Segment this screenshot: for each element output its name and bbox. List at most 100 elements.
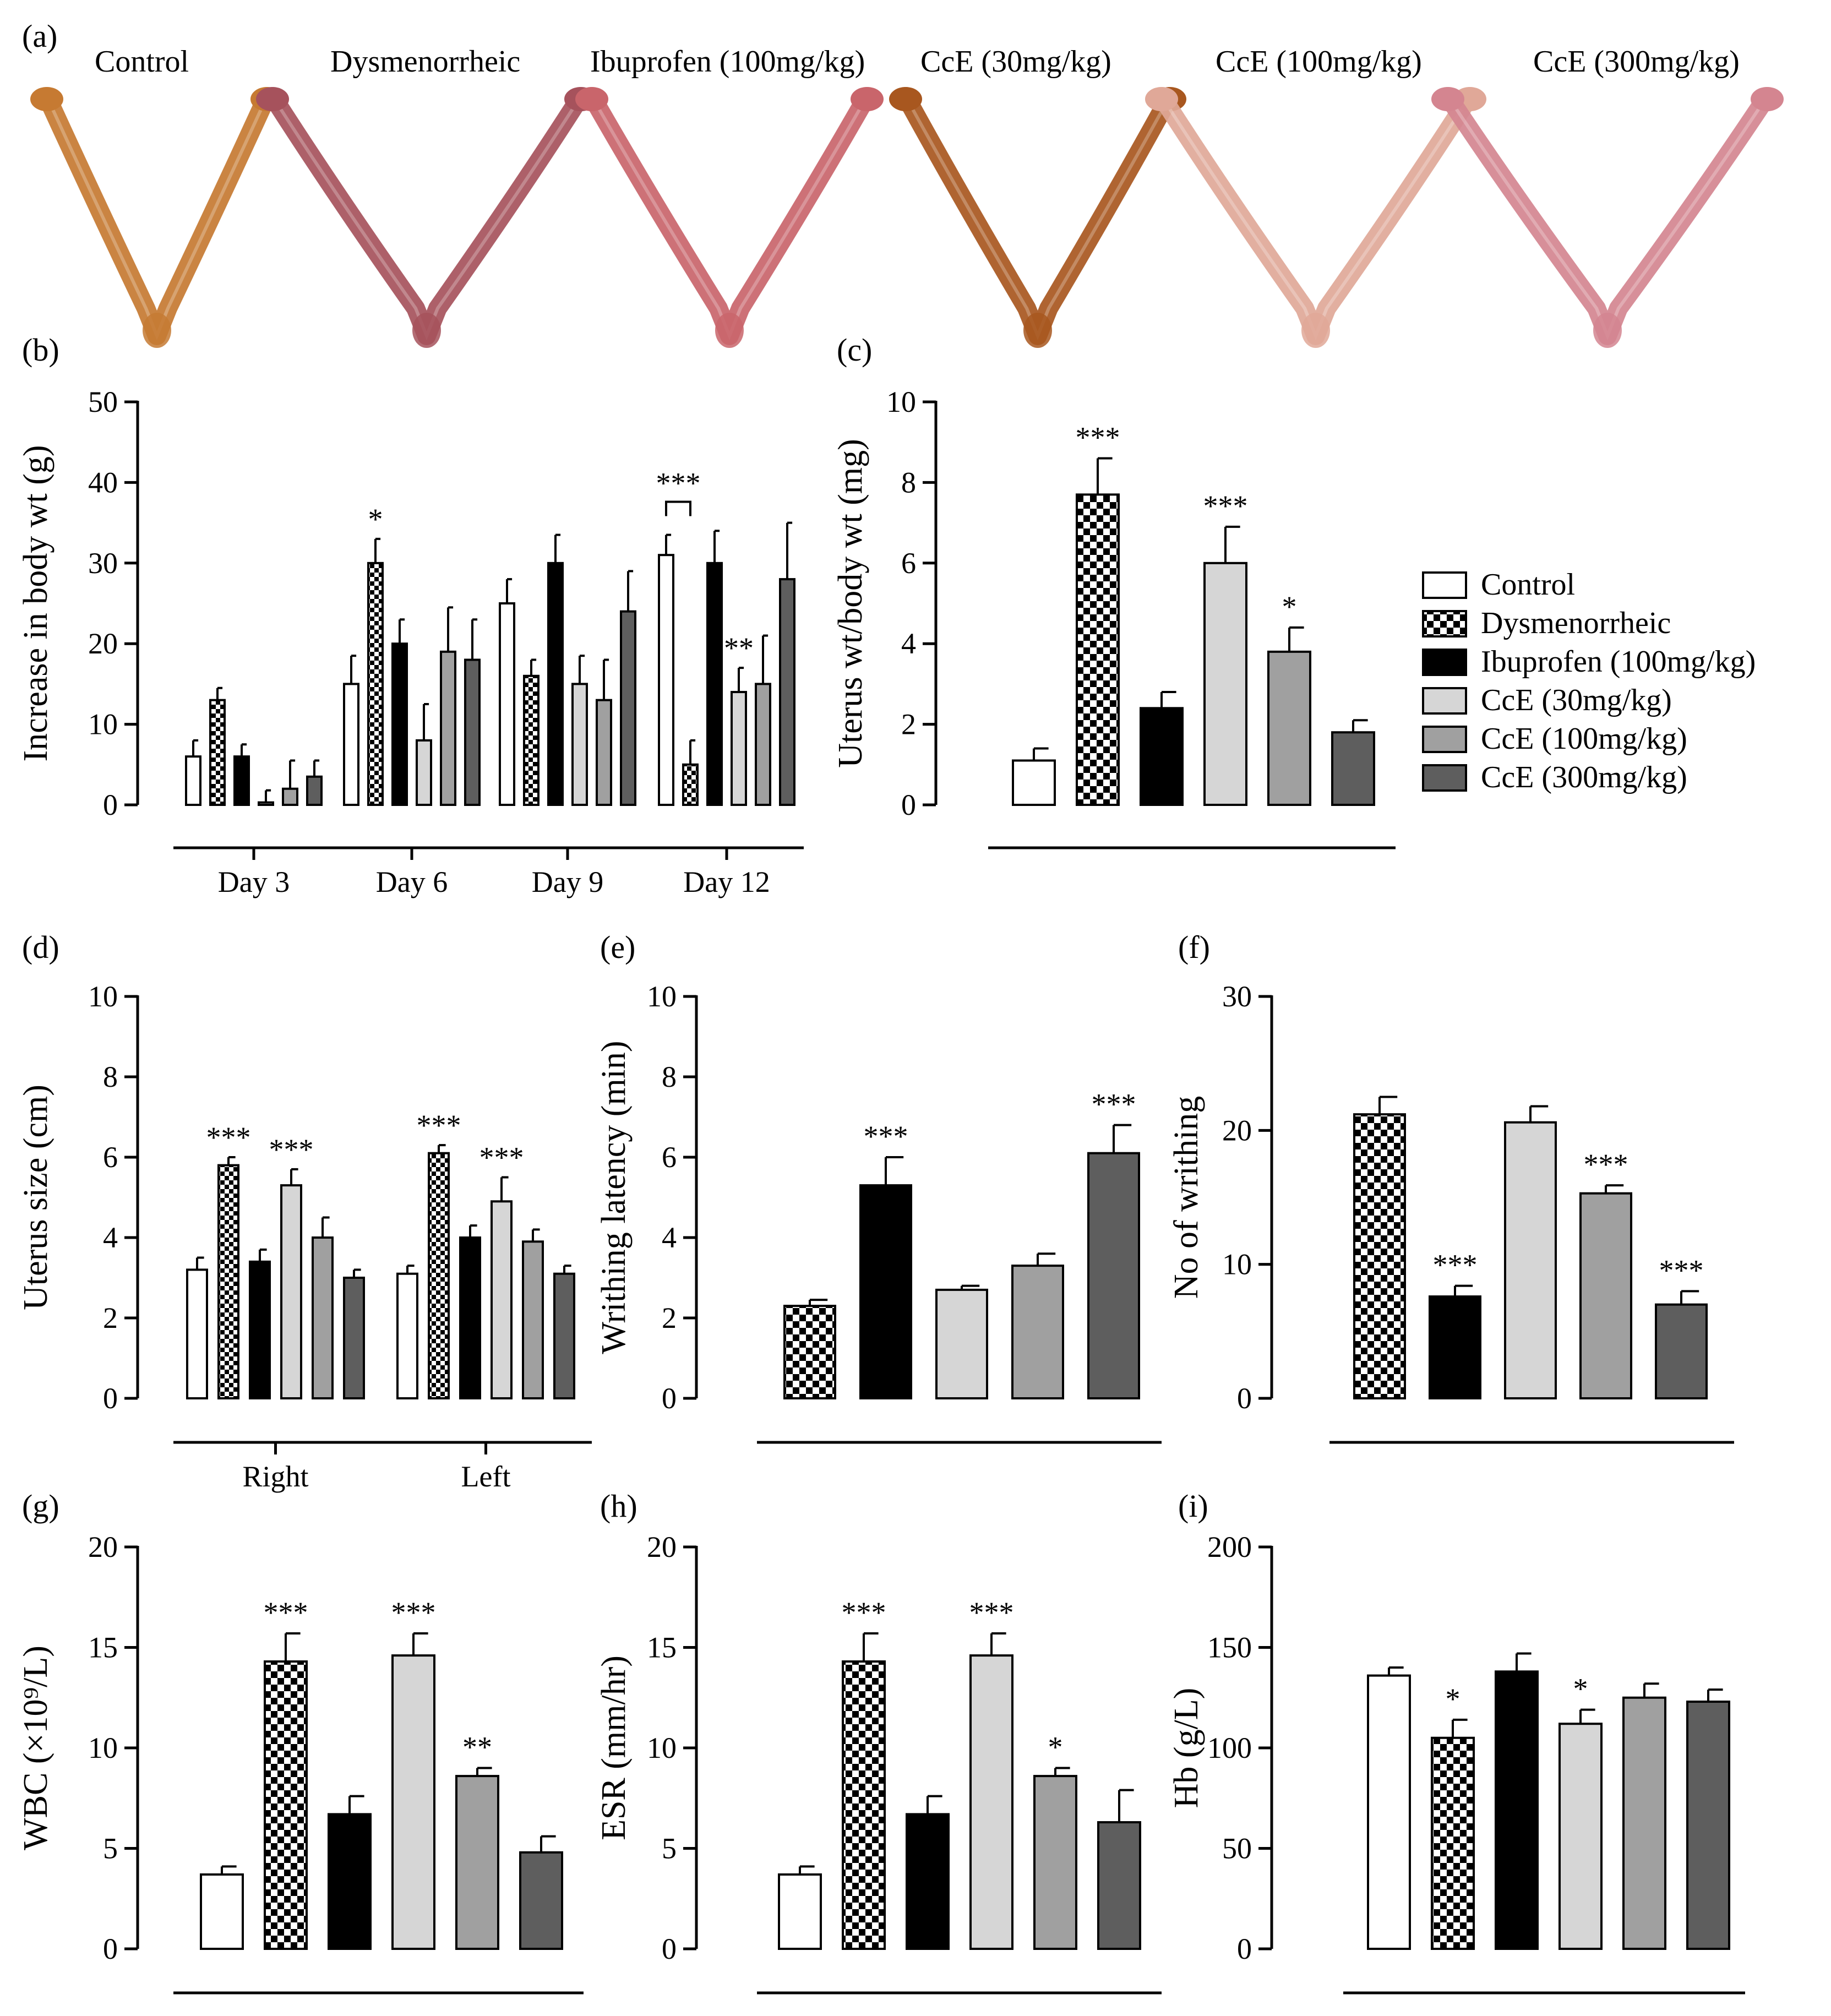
y-tick-label: 40 xyxy=(88,466,118,499)
bar-g0-s3 xyxy=(280,1184,302,1400)
y-tick-label: 15 xyxy=(647,1631,677,1664)
bar-g0-s5 xyxy=(306,775,323,807)
bar-g0-s0 xyxy=(186,1268,208,1399)
bar-0 xyxy=(778,1873,822,1950)
significance-star: *** xyxy=(1584,1148,1628,1181)
y-tick-label: 5 xyxy=(662,1832,677,1865)
y-tick-label: 4 xyxy=(662,1221,677,1254)
panel-letter-h: (h) xyxy=(600,1488,637,1524)
panel-letter-f: (f) xyxy=(1178,929,1210,965)
y-tick-label: 30 xyxy=(1222,980,1252,1013)
bar-0 xyxy=(1367,1674,1411,1950)
bar-2 xyxy=(1140,707,1184,806)
ovary-left xyxy=(1145,87,1178,111)
panel-letter-b: (b) xyxy=(22,332,59,368)
y-tick-label: 20 xyxy=(88,1530,118,1563)
uterus-cervix xyxy=(412,313,441,348)
y-tick-label: 10 xyxy=(886,385,916,418)
ovary-left xyxy=(30,87,63,111)
y-tick-label: 0 xyxy=(103,1382,118,1415)
x-tick-label: Left xyxy=(461,1460,511,1493)
significance-star: *** xyxy=(1076,421,1120,454)
y-axis-label: Writhing latency (min) xyxy=(595,1040,633,1354)
legend-swatch-5 xyxy=(1422,764,1467,792)
legend-swatch-4 xyxy=(1422,726,1467,753)
significance-star: * xyxy=(1446,1682,1461,1715)
significance-star: *** xyxy=(479,1141,524,1174)
panel-letter-a: (a) xyxy=(22,18,57,54)
uterus-horns xyxy=(1152,87,1479,345)
bar-2 xyxy=(328,1813,372,1950)
y-tick-label: 0 xyxy=(103,1932,118,1965)
bar-3 xyxy=(969,1654,1013,1950)
y-tick-label: 6 xyxy=(901,547,916,580)
bar-g3-s0 xyxy=(658,554,674,806)
y-tick-label: 50 xyxy=(88,385,118,418)
y-tick-label: 10 xyxy=(647,980,677,1013)
y-tick-label: 8 xyxy=(103,1060,118,1093)
y-axis-label: WBC (×10⁹/L) xyxy=(17,1646,55,1850)
legend-label-2: Ibuprofen (100mg/kg) xyxy=(1481,645,1756,679)
uterus-horns xyxy=(582,87,876,345)
bar-g1-s0 xyxy=(396,1272,418,1399)
y-tick-label: 20 xyxy=(1222,1114,1252,1147)
uterus-highlight xyxy=(1446,95,1769,341)
significance-star: *** xyxy=(969,1596,1014,1629)
significance-bracket xyxy=(665,500,691,516)
legend-swatch-3 xyxy=(1422,687,1467,715)
y-tick-label: 0 xyxy=(103,788,118,821)
bar-0 xyxy=(783,1305,836,1400)
bar-4 xyxy=(1655,1303,1708,1400)
bar-g1-s3 xyxy=(416,739,432,807)
x-tick-label: Day 9 xyxy=(532,865,603,898)
y-tick-label: 10 xyxy=(1222,1248,1252,1281)
bar-g1-s5 xyxy=(553,1272,575,1399)
significance-star: *** xyxy=(1092,1088,1136,1121)
y-tick-label: 2 xyxy=(901,708,916,741)
panel-letter-g: (g) xyxy=(22,1488,59,1524)
bar-g1-s1 xyxy=(367,562,384,806)
photo-label-control: Control xyxy=(95,45,189,79)
bar-1 xyxy=(1431,1736,1475,1950)
bar-1 xyxy=(1076,493,1120,806)
bar-1 xyxy=(264,1660,308,1950)
bar-0 xyxy=(1353,1113,1406,1399)
uterus-cervix xyxy=(715,313,744,348)
x-tick-label: Day 12 xyxy=(683,865,770,898)
bar-1 xyxy=(859,1184,912,1400)
legend-label-5: CcE (300mg/kg) xyxy=(1481,760,1687,794)
bar-g2-s2 xyxy=(547,562,564,806)
bar-g3-s2 xyxy=(706,562,723,806)
legend-swatch-2 xyxy=(1422,649,1467,676)
y-axis-label: Uterus size (cm) xyxy=(17,1085,55,1310)
y-axis-label: Uterus wt/body wt (mg) xyxy=(832,439,869,768)
y-tick-label: 2 xyxy=(662,1301,677,1334)
uterus-photo-1 xyxy=(256,87,597,348)
bar-g3-s4 xyxy=(755,683,771,807)
y-tick-label: 5 xyxy=(103,1832,118,1865)
y-axis-label: Increase in body wt (g) xyxy=(17,445,55,761)
significance-star: * xyxy=(1048,1731,1063,1764)
ovary-left xyxy=(575,87,608,111)
bar-g0-s1 xyxy=(217,1164,239,1400)
legend-label-3: CcE (30mg/kg) xyxy=(1481,683,1672,717)
uterus-photo-panel: (a) Control Dysmenorrheic Ibuprofen (100… xyxy=(22,18,1784,348)
uterus-photo-2 xyxy=(575,87,884,348)
x-tick-label: Day 6 xyxy=(376,865,448,898)
bar-g3-s3 xyxy=(731,691,747,807)
uterus-photo-3 xyxy=(889,87,1186,348)
x-tick-label: Right xyxy=(242,1460,308,1493)
significance-star: *** xyxy=(417,1109,461,1142)
chart-panel-d: (d) 0 2 4 6 8 10 Uterus size (cm) Right Left *** **… xyxy=(17,929,592,1493)
panel-letter-c: (c) xyxy=(837,332,872,368)
panel-letter-d: (d) xyxy=(22,929,59,965)
y-tick-label: 0 xyxy=(901,788,916,821)
uterus-horns xyxy=(1438,87,1776,345)
y-tick-label: 150 xyxy=(1207,1631,1252,1664)
uterus-cervix xyxy=(143,313,171,348)
bar-2 xyxy=(935,1288,988,1399)
bar-5 xyxy=(1686,1701,1730,1950)
chart-panel-i: (i) 0 50 100 150 200 Hb (g/L) * * xyxy=(1168,1488,1745,1995)
